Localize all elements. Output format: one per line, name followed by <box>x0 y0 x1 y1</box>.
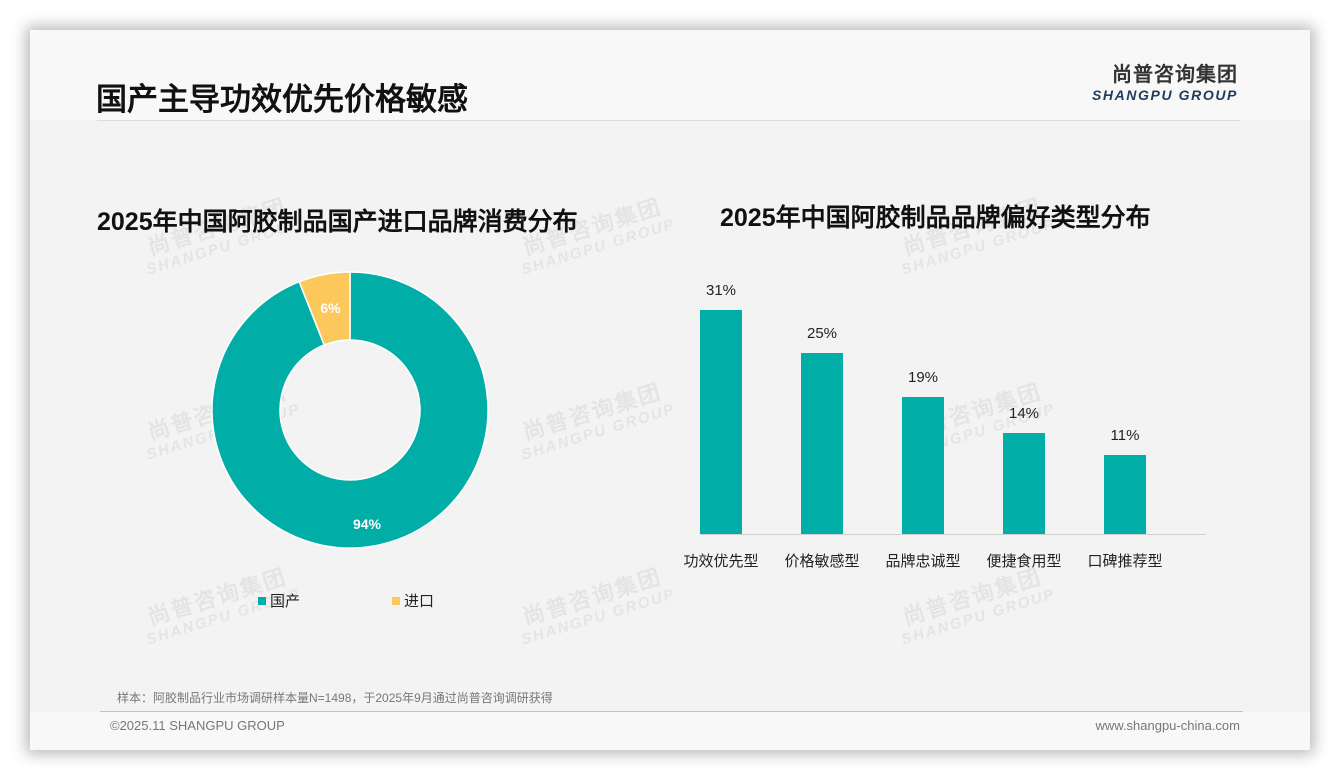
bar-category-label: 便捷食用型 <box>986 553 1062 570</box>
x-axis-line <box>700 534 1206 535</box>
bar-category-label: 价格敏感型 <box>784 553 860 570</box>
legend-swatch-yellow <box>392 596 400 605</box>
donut-svg <box>211 271 489 549</box>
legend-item-import: 进口 <box>392 590 434 611</box>
company-logo: 尚普咨询集团 SHANGPU GROUP <box>1092 64 1238 104</box>
watermark-cn: 尚普咨询集团 <box>519 378 665 445</box>
logo-cn: 尚普咨询集团 <box>1112 64 1238 86</box>
bar-4 <box>1104 454 1146 534</box>
bar-category-label: 品牌忠诚型 <box>885 553 961 570</box>
bar-value-label: 14% <box>1008 404 1040 422</box>
bar-value-label: 31% <box>705 282 737 299</box>
bar-category-label: 功效优先型 <box>683 553 759 570</box>
legend-item-domestic: 国产 <box>258 590 300 611</box>
bar-0 <box>700 310 742 534</box>
logo-en: SHANGPU GROUP <box>1091 87 1238 103</box>
page-title: 国产主导功效优先价格敏感 <box>96 82 468 117</box>
bar-value-label: 11% <box>1110 426 1140 444</box>
donut-chart: 94% 6% <box>211 271 489 549</box>
bar-value-label: 25% <box>806 325 838 343</box>
bar-2 <box>902 396 944 534</box>
donut-label-import: 6% <box>320 299 341 316</box>
watermark-cn: 尚普咨询集团 <box>519 563 665 630</box>
donut-segment-1 <box>298 271 351 346</box>
bar-1 <box>801 353 843 534</box>
watermark-en: SHANGPU GROUP <box>899 585 1058 649</box>
bar-chart-title: 2025年中国阿胶制品品牌偏好类型分布 <box>720 204 1151 232</box>
bar-3 <box>1003 432 1045 534</box>
watermark-en: SHANGPU GROUP <box>519 585 678 649</box>
bar-value-label: 19% <box>907 368 939 386</box>
sample-note: 样本：阿胶制品行业市场调研样本量N=1498，于2025年9月通过尚普咨询调研获… <box>117 691 553 705</box>
donut-chart-title: 2025年中国阿胶制品国产进口品牌消费分布 <box>97 208 578 236</box>
header-divider <box>97 120 1240 121</box>
footer-divider <box>100 711 1243 712</box>
website-link[interactable]: www.shangpu-china.com <box>1095 718 1240 733</box>
footer-band <box>30 712 1310 750</box>
donut-label-domestic: 94% <box>352 516 382 532</box>
donut-segment-0 <box>211 271 489 549</box>
header-band <box>30 30 1310 120</box>
watermark-en: SHANGPU GROUP <box>519 400 678 464</box>
legend-swatch-teal <box>258 596 266 605</box>
bar-category-label: 口碑推荐型 <box>1087 553 1163 570</box>
slide: 国产主导功效优先价格敏感 尚普咨询集团 SHANGPU GROUP 尚普咨询集团… <box>30 30 1310 750</box>
legend-label: 进口 <box>404 593 435 610</box>
copyright: ©2025.11 SHANGPU GROUP <box>110 718 285 733</box>
watermark-cn: 尚普咨询集团 <box>899 563 1045 630</box>
legend-label: 国产 <box>270 593 301 610</box>
